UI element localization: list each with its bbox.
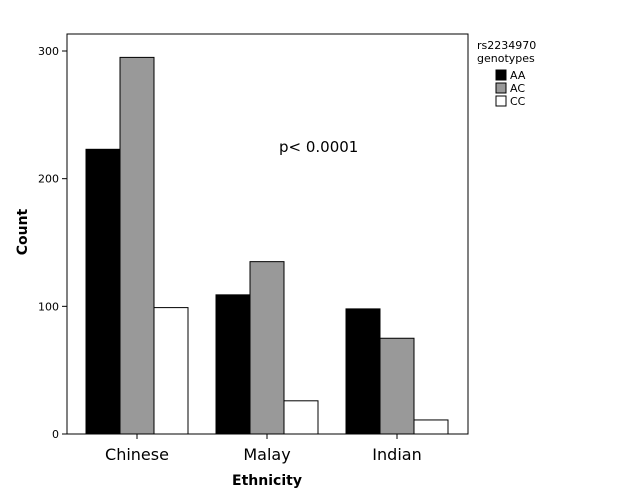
y-tick-label: 100: [38, 300, 59, 313]
legend-label-cc: CC: [510, 95, 526, 108]
bar-cc-malay: [283, 400, 319, 435]
bar-aa-malay: [215, 294, 251, 435]
legend-title-line2: genotypes: [477, 52, 535, 65]
bar-cc-chinese: [153, 307, 189, 435]
x-axis-title: Ethnicity: [232, 473, 302, 489]
bar-ac-indian: [379, 337, 415, 435]
legend-swatch-aa: [495, 69, 507, 81]
y-tick-label: 200: [38, 173, 59, 186]
x-axis: Chinese Malay Indian: [105, 434, 422, 464]
bar-ac-chinese: [119, 56, 155, 435]
bars: [85, 56, 449, 435]
legend-label-aa: AA: [510, 69, 526, 82]
y-axis: 0 100 200 300: [38, 45, 67, 441]
x-tick-label: Indian: [372, 445, 421, 464]
y-axis-title: Count: [15, 208, 31, 255]
y-tick-label: 300: [38, 45, 59, 58]
bar-aa-indian: [345, 308, 381, 435]
y-tick-label: 0: [52, 428, 59, 441]
x-tick-label: Malay: [243, 445, 290, 464]
legend-label-ac: AC: [510, 82, 525, 95]
bar-ac-malay: [249, 261, 285, 435]
legend-swatch-ac: [495, 82, 507, 94]
p-value-annotation: p< 0.0001: [279, 138, 358, 156]
legend-title-line1: rs2234970: [477, 39, 536, 52]
bar-aa-chinese: [85, 148, 121, 435]
legend-swatch-cc: [495, 95, 507, 107]
bar-cc-indian: [413, 419, 449, 435]
x-tick-label: Chinese: [105, 445, 169, 464]
